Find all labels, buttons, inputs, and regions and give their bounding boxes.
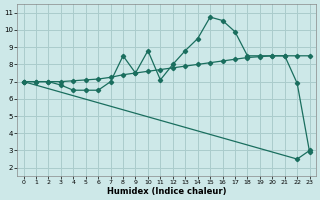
X-axis label: Humidex (Indice chaleur): Humidex (Indice chaleur) <box>107 187 226 196</box>
